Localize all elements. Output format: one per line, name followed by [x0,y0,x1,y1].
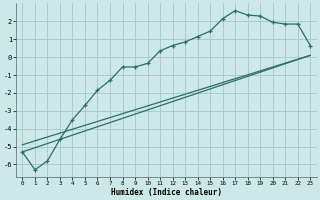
X-axis label: Humidex (Indice chaleur): Humidex (Indice chaleur) [111,188,222,197]
